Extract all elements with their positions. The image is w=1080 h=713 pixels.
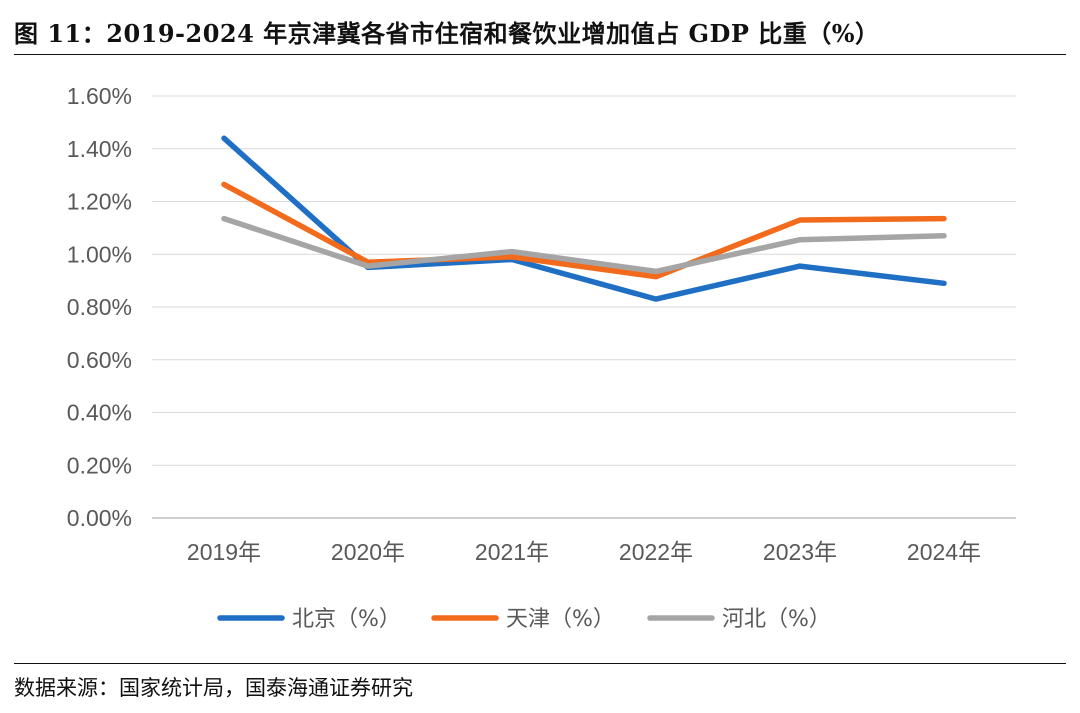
line-chart: 0.00% 0.20% 0.40% 0.60% 0.80% 1.00% 1.20% 1.40%…	[67, 83, 1016, 632]
y-tick-label: 1.60%	[67, 83, 132, 109]
legend-label: 天津（%）	[506, 607, 615, 632]
legend-label: 河北（%）	[722, 607, 831, 632]
gridlines	[152, 95, 1016, 519]
source-note: 数据来源：国家统计局，国泰海通证券研究	[14, 676, 413, 700]
y-tick-label: 1.40%	[67, 136, 132, 162]
y-tick-label: 0.40%	[67, 400, 132, 426]
x-tick-label: 2024年	[907, 539, 981, 565]
y-axis-ticks: 0.00% 0.20% 0.40% 0.60% 0.80% 1.00% 1.20% 1.40%…	[67, 83, 132, 531]
y-tick-label: 0.20%	[67, 452, 132, 478]
source-rule	[14, 663, 1066, 664]
series-lines	[221, 135, 947, 302]
y-tick-label: 1.00%	[67, 241, 132, 267]
series-line-1	[221, 181, 947, 280]
x-axis-ticks: 2019年 2020年 2021年 2022年 2023年 2024年	[187, 539, 981, 565]
y-tick-label: 0.60%	[67, 347, 132, 373]
series-line-0	[221, 135, 947, 302]
x-tick-label: 2019年	[187, 539, 261, 565]
x-tick-label: 2021年	[475, 539, 549, 565]
series-line-2	[221, 215, 947, 275]
figure-title: 图 11：2019-2024 年京津冀各省市住宿和餐饮业增加值占 GDP 比重（…	[14, 19, 880, 48]
title-rule	[14, 54, 1066, 55]
legend-label: 北京（%）	[292, 607, 401, 632]
legend: 北京（%） 天津（%） 河北（%）	[217, 607, 831, 632]
x-tick-label: 2020年	[331, 539, 405, 565]
x-tick-label: 2023年	[763, 539, 837, 565]
y-tick-label: 0.00%	[67, 505, 132, 531]
x-tick-label: 2022年	[619, 539, 693, 565]
y-tick-label: 1.20%	[67, 189, 132, 215]
y-tick-label: 0.80%	[67, 294, 132, 320]
